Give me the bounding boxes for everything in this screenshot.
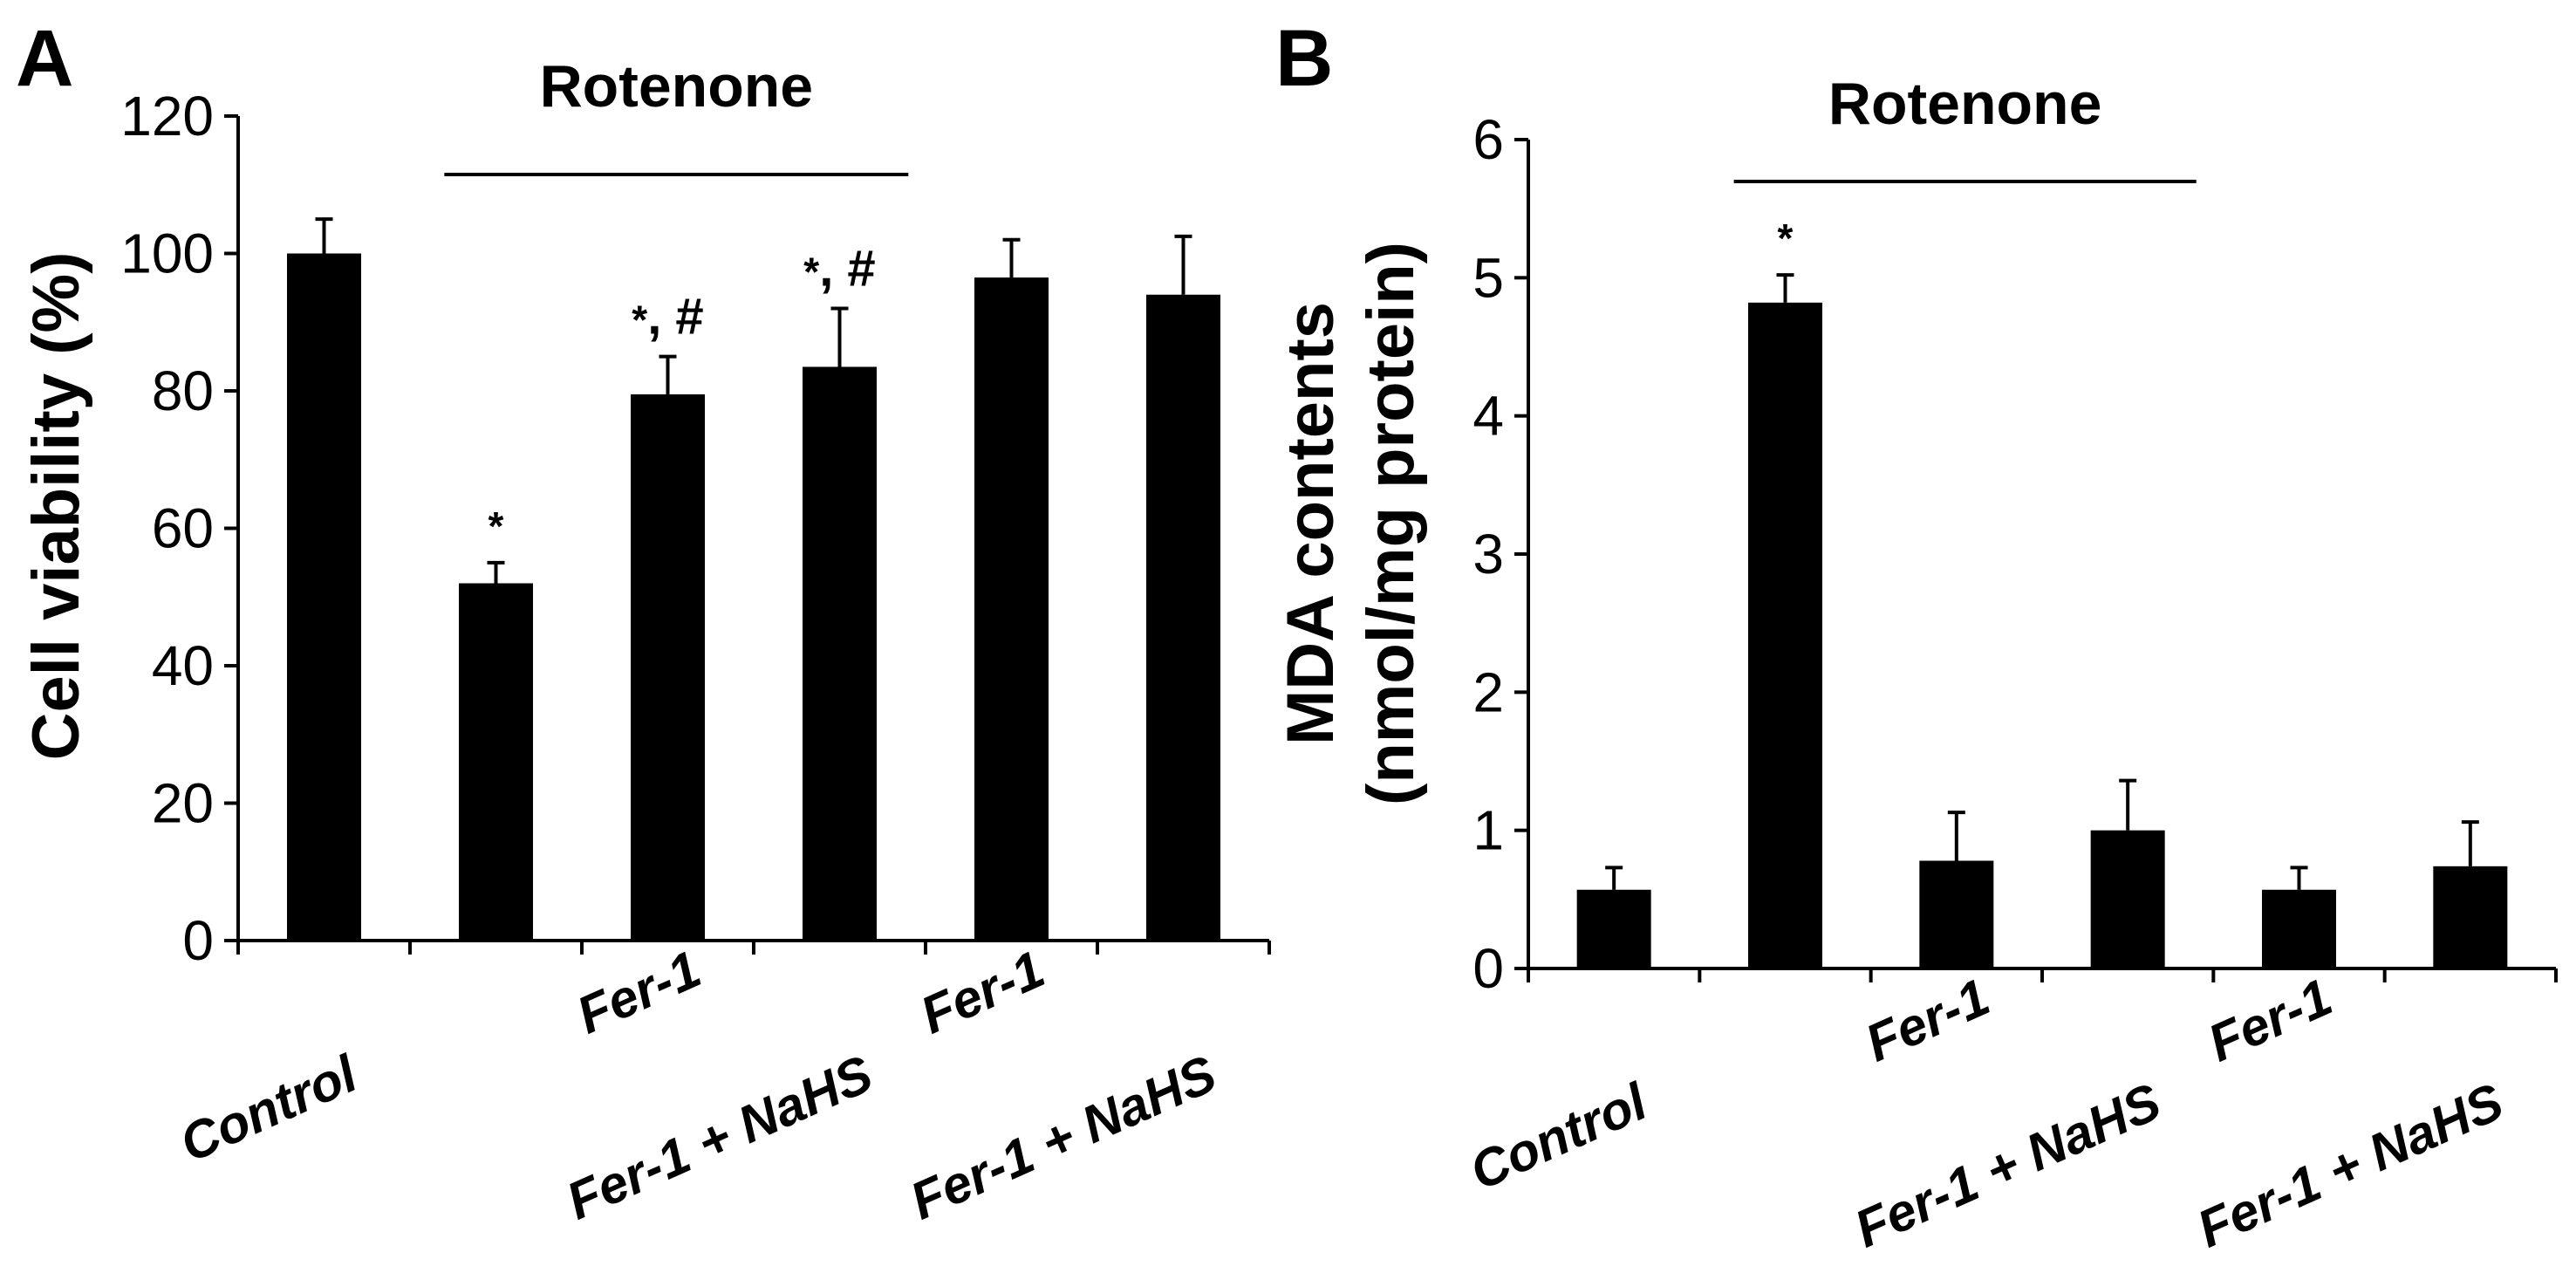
panel-a-bar xyxy=(803,366,877,941)
panel-a: A Cell viability (%) 0 20 40 60 80 100 120 Cont… xyxy=(16,14,1271,1231)
panel-a-y-tick-label: 20 xyxy=(152,772,214,835)
panel-a-y-tick-label: 60 xyxy=(152,497,214,560)
panel-b-category-label: Control xyxy=(1461,1071,1656,1201)
panel-b-y-tick-label: 3 xyxy=(1472,523,1504,585)
panel-a-bar xyxy=(974,277,1049,941)
panel-b: B MDA contents (nmol/mg protein) 0 1 2 3 4 5 6… xyxy=(1274,14,2558,1259)
panel-b-y-axis-label: MDA contents xyxy=(1274,302,1348,745)
panel-b-bar xyxy=(2433,866,2508,968)
panel-a-y-tick-label: 80 xyxy=(152,359,214,422)
panel-a-group-label: Rotenone xyxy=(540,53,814,120)
panel-a-category-label: Fer-1 xyxy=(912,940,1053,1045)
panel-b-bar xyxy=(2090,830,2165,968)
panel-b-category-label: Fer-1 + NaHS xyxy=(2189,1072,2511,1259)
panel-a-y-tick-label: 120 xyxy=(120,85,214,147)
panel-b-category-label: Fer-1 xyxy=(2200,968,2340,1073)
panel-a-y-axis-label: Cell viability (%) xyxy=(19,252,93,761)
panel-b-y-tick-label: 0 xyxy=(1472,937,1504,1000)
panel-b-bar xyxy=(2262,889,2336,968)
panel-letter-a: A xyxy=(16,14,73,103)
panel-a-plot: 0 20 40 60 80 100 120 Control * *, # Fer-1 *, # Fer-… xyxy=(120,53,1271,1231)
panel-b-category-label: Fer-1 + NaHS xyxy=(1846,1072,2169,1259)
panel-b-category-label: Fer-1 xyxy=(1857,968,1998,1073)
panel-a-y-tick-label: 100 xyxy=(120,222,214,285)
panel-b-y-axis-label-units: (nmol/mg protein) xyxy=(1354,242,1428,805)
panel-b-significance-label: * xyxy=(1778,216,1794,261)
panel-b-y-tick-label: 1 xyxy=(1472,799,1504,862)
panel-a-category-label: Control xyxy=(172,1044,366,1173)
panel-b-bar xyxy=(1576,889,1651,968)
panel-b-bar xyxy=(1919,860,1994,968)
panel-b-y-tick-label: 6 xyxy=(1472,108,1504,171)
panel-b-group-label: Rotenone xyxy=(1828,71,2102,137)
panel-a-bar xyxy=(631,394,705,941)
panel-a-y-tick-label: 40 xyxy=(152,634,214,697)
panel-a-significance-label: *, # xyxy=(803,241,875,298)
panel-b-bar xyxy=(1748,302,1822,968)
panel-a-category-label: Fer-1 + NaHS xyxy=(558,1044,881,1231)
panel-a-category-label: Fer-1 + NaHS xyxy=(902,1044,1225,1231)
panel-b-y-tick-label: 5 xyxy=(1472,246,1504,309)
panel-a-significance-label: * xyxy=(489,503,504,549)
panel-a-bar xyxy=(287,253,361,941)
panel-b-y-tick-label: 2 xyxy=(1472,660,1504,723)
panel-letter-b: B xyxy=(1275,14,1333,103)
panel-b-y-tick-label: 4 xyxy=(1472,385,1504,448)
panel-a-significance-label: *, # xyxy=(632,289,703,346)
panel-a-bar xyxy=(459,583,533,941)
panel-a-category-label: Fer-1 xyxy=(569,940,709,1045)
panel-a-y-tick-label: 0 xyxy=(182,909,214,972)
panel-a-bar xyxy=(1146,294,1220,941)
